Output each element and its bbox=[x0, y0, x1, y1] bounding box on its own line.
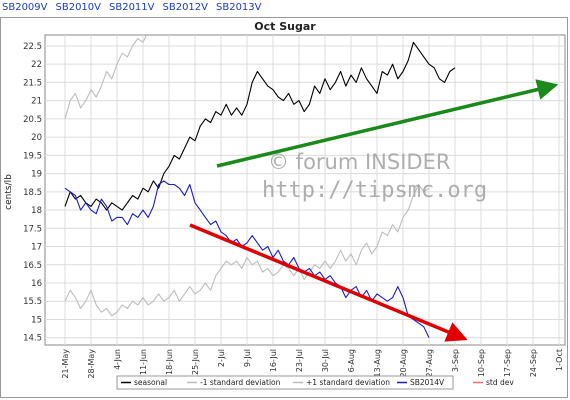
x-tick-label: 30-Jul bbox=[321, 349, 330, 372]
y-tick-label: 22.5 bbox=[23, 42, 42, 52]
watermark: © forum INSIDER http://tipsmc.org bbox=[262, 150, 487, 203]
uptrend-arrow bbox=[216, 79, 559, 168]
y-tick-label: 19.5 bbox=[23, 151, 42, 161]
x-tick-label: 27-Aug bbox=[425, 349, 434, 378]
legend-entry: std dev bbox=[486, 378, 514, 387]
watermark-line-2: http://tipsmc.org bbox=[262, 178, 487, 203]
y-tick-label: 15 bbox=[31, 315, 42, 325]
x-tick-label: 18-Jun bbox=[165, 349, 174, 375]
nav-link-sb2009v[interactable]: SB2009V bbox=[2, 2, 48, 13]
x-tick-label: 1-Oct bbox=[555, 349, 564, 371]
legend-entry: -1 standard deviation bbox=[200, 378, 281, 387]
series-line-seasonal bbox=[64, 41, 456, 211]
y-tick-label: 20.5 bbox=[23, 115, 42, 125]
x-tick-label: 17-Sep bbox=[503, 349, 512, 377]
y-tick-label: 16.5 bbox=[23, 261, 42, 271]
x-tick-label: 13-Aug bbox=[373, 349, 382, 378]
y-tick-label: 17 bbox=[31, 243, 42, 253]
x-tick-label: 28-May bbox=[87, 349, 96, 379]
nav-link-sb2012v[interactable]: SB2012V bbox=[162, 2, 209, 13]
x-tick-label: 10-Sep bbox=[477, 349, 486, 377]
y-tick-label: 14.5 bbox=[23, 334, 42, 344]
x-tick-label: 2-Jul bbox=[217, 349, 226, 367]
y-tick-label: 18.5 bbox=[23, 188, 42, 198]
series-line--1-standard-deviation bbox=[64, 183, 430, 317]
x-tick-label: 3-Sep bbox=[451, 349, 460, 372]
legend-entry: SB2014V bbox=[410, 378, 445, 387]
y-tick-labels: 14.5 15 15.5 16 16.5 17 17.5 18 18.5 19 19.5 20 20.5… bbox=[23, 42, 42, 344]
y-tick-label: 15.5 bbox=[23, 297, 42, 307]
x-tick-labels: 21-May 28-May 4-Jun 11-Jun 18-Jun 25-Jun 2-Jul… bbox=[61, 349, 564, 379]
y-tick-label: 17.5 bbox=[23, 224, 42, 234]
top-nav: SB2009V SB2010V SB2011V SB2012V SB2013V bbox=[0, 0, 570, 16]
nav-link-sb2011v[interactable]: SB2011V bbox=[109, 2, 155, 13]
y-tick-label: 16 bbox=[31, 279, 42, 289]
x-tick-label: 16-Jul bbox=[269, 349, 278, 372]
chart-frame bbox=[0, 17, 568, 398]
plot-area bbox=[44, 34, 566, 346]
legend-entry: +1 standard deviation bbox=[306, 378, 390, 387]
nav-link-sb2013v[interactable]: SB2013V bbox=[216, 2, 262, 13]
y-tick-label: 19 bbox=[31, 170, 42, 180]
legend: seasonal -1 standard deviation +1 standard… bbox=[116, 375, 514, 390]
legend-entry: seasonal bbox=[134, 378, 167, 387]
y-tick-label: 22 bbox=[31, 60, 42, 70]
y-axis-label: cents/lb bbox=[4, 174, 14, 210]
y-tick-label: 20 bbox=[31, 133, 42, 143]
series-lines bbox=[64, 35, 456, 338]
y-gridlines bbox=[45, 45, 565, 339]
y-tick-label: 18 bbox=[31, 206, 42, 216]
x-tick-label: 20-Aug bbox=[399, 349, 408, 378]
x-tick-label: 21-May bbox=[61, 349, 70, 379]
downtrend-arrow bbox=[189, 223, 468, 342]
y-tick-label: 21.5 bbox=[23, 78, 42, 88]
x-tick-label: 25-Jun bbox=[191, 349, 200, 375]
legend-box bbox=[116, 375, 454, 390]
watermark-line-1: © forum INSIDER bbox=[268, 150, 450, 174]
x-tick-label: 24-Sep bbox=[529, 349, 538, 377]
chart-title: Oct Sugar bbox=[254, 20, 316, 33]
x-tick-label: 9-Jul bbox=[243, 349, 252, 367]
nav-link-sb2010v[interactable]: SB2010V bbox=[55, 2, 102, 13]
x-tick-label: 6-Aug bbox=[347, 349, 356, 372]
series-line--1-standard-deviation bbox=[64, 35, 148, 120]
x-tick-label: 4-Jun bbox=[113, 349, 122, 370]
x-tick-label: 11-Jun bbox=[139, 349, 148, 375]
series-line-sb2014v bbox=[64, 180, 430, 338]
x-tick-label: 23-Jul bbox=[295, 349, 304, 372]
y-tick-label: 21 bbox=[31, 97, 42, 107]
